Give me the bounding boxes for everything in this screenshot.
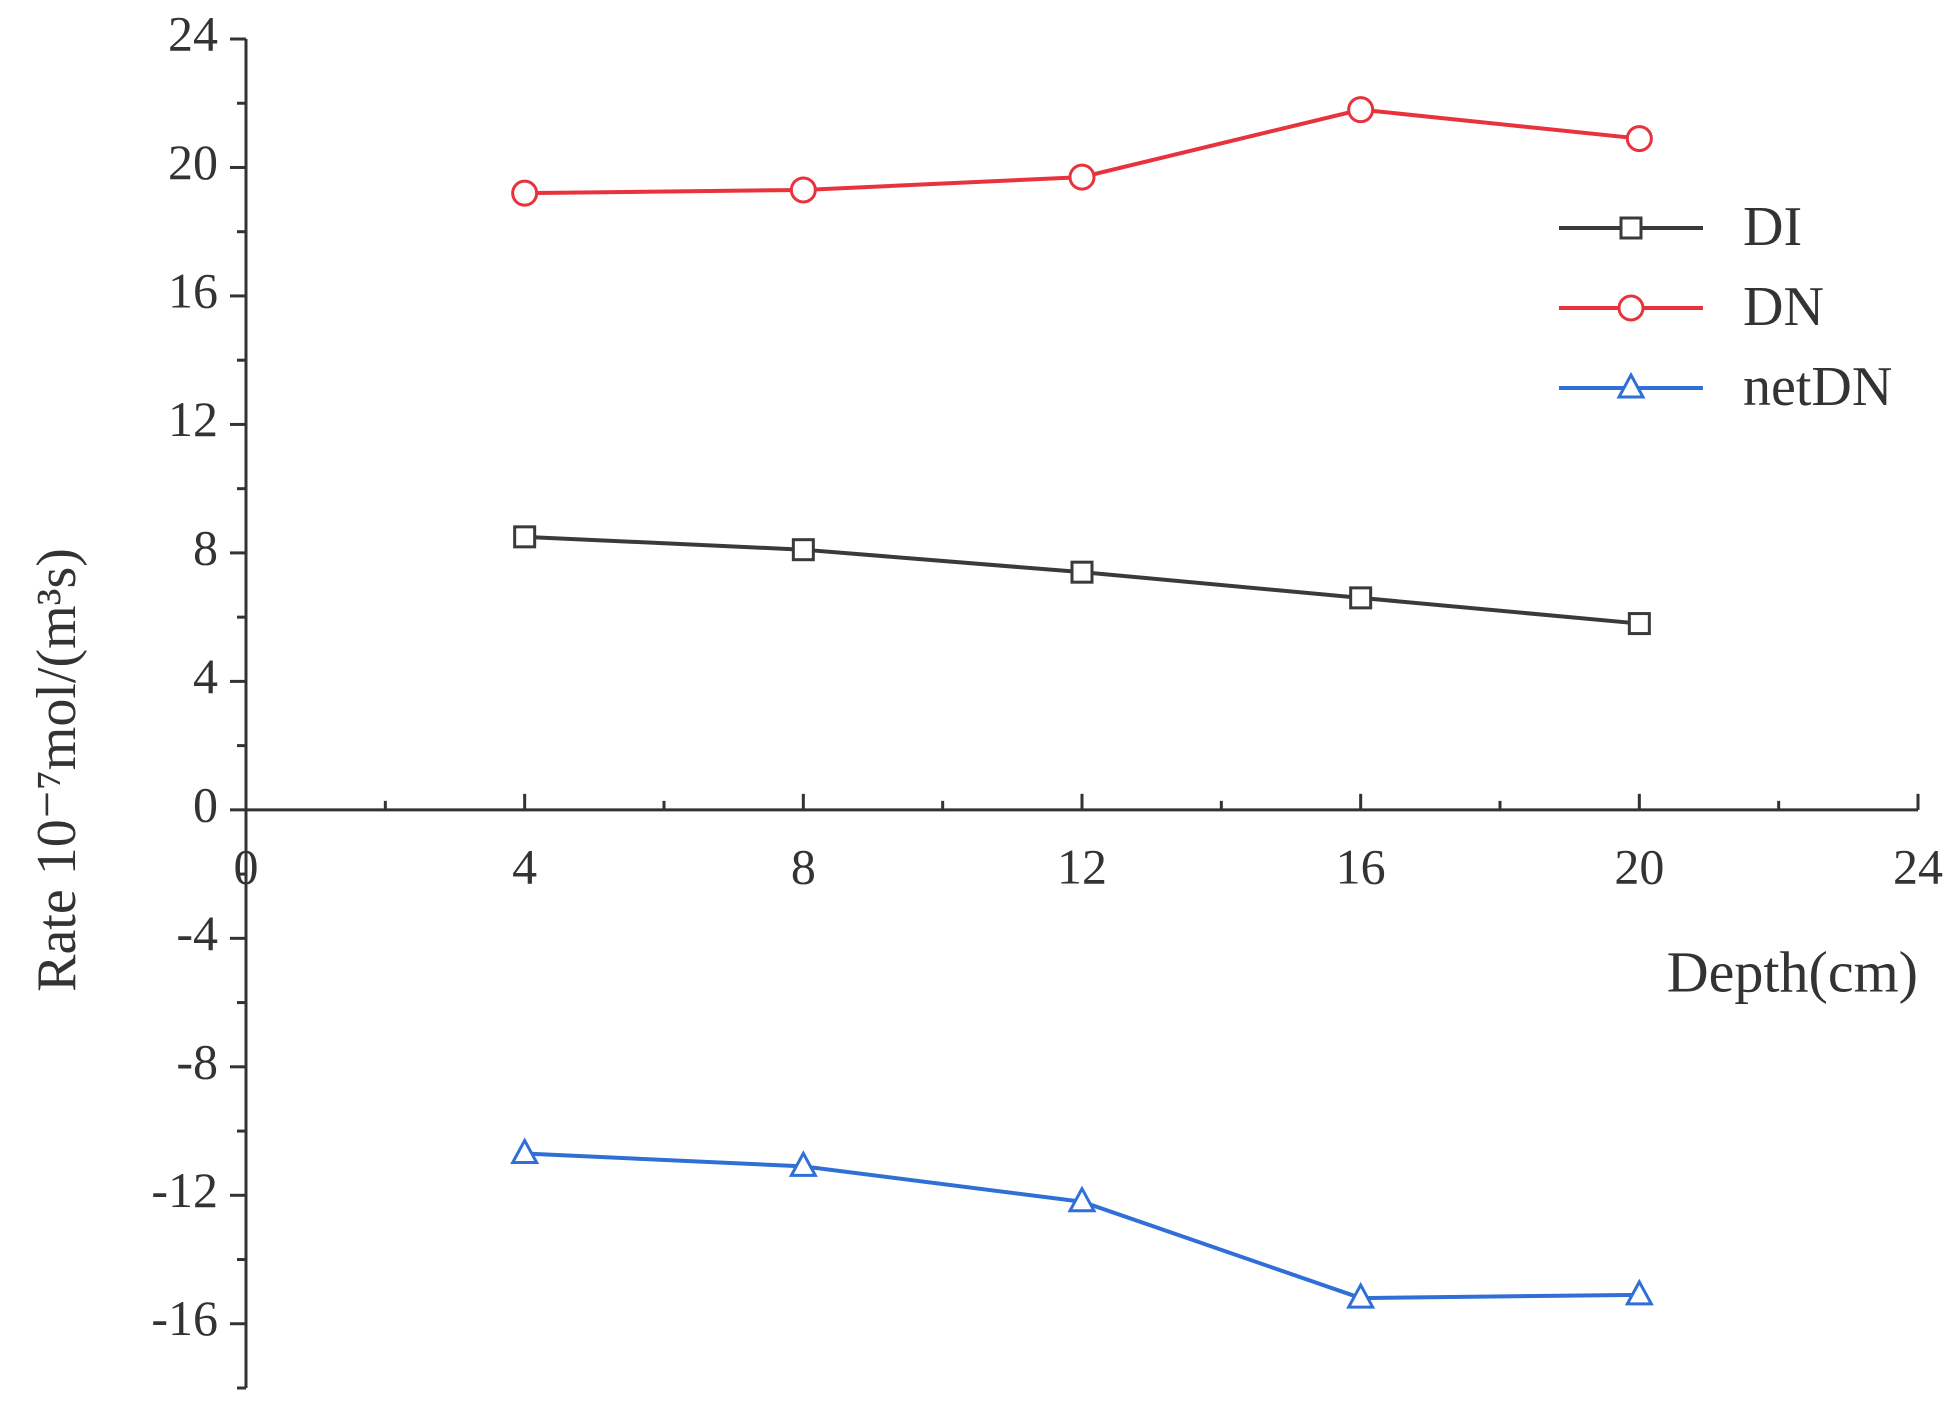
data-point — [1349, 586, 1373, 610]
y-tick-label: -8 — [176, 1033, 218, 1089]
y-axis-label: Rate 10⁻⁷mol/(m³s) — [26, 548, 88, 992]
y-tick-label: 12 — [168, 391, 218, 447]
data-point — [1347, 96, 1375, 124]
y-tick-label: -12 — [151, 1162, 218, 1218]
data-point — [791, 538, 815, 562]
legend-marker — [1619, 216, 1643, 240]
y-tick-label: 24 — [168, 5, 218, 61]
series-line — [524, 1151, 1640, 1301]
legend-marker — [1617, 294, 1645, 322]
y-tick-label: 16 — [168, 262, 218, 318]
y-tick-label: 4 — [193, 648, 218, 704]
data-point — [511, 179, 539, 207]
legend-marker — [1616, 371, 1646, 399]
x-tick-label: 0 — [234, 838, 259, 894]
y-tick-label: 8 — [193, 519, 218, 575]
y-tick-label: -16 — [151, 1290, 218, 1346]
x-tick-label: 12 — [1057, 838, 1107, 894]
x-axis-label: Depth(cm) — [1667, 939, 1918, 1004]
legend-label: netDN — [1743, 356, 1892, 418]
data-point — [1625, 125, 1653, 153]
data-point — [1067, 1185, 1097, 1213]
data-point — [1624, 1278, 1654, 1306]
data-point — [513, 525, 537, 549]
y-tick-label: 20 — [168, 134, 218, 190]
data-point — [1070, 560, 1094, 584]
x-tick-label: 8 — [791, 838, 816, 894]
x-tick-label: 4 — [512, 838, 537, 894]
data-point — [1068, 163, 1096, 191]
data-point — [788, 1150, 818, 1177]
data-point — [789, 176, 817, 204]
data-point — [1627, 612, 1651, 636]
x-tick-label: 20 — [1614, 838, 1664, 894]
legend-label: DI — [1743, 196, 1802, 258]
legend-label: DN — [1743, 276, 1824, 338]
data-point — [1346, 1281, 1376, 1309]
y-tick-label: -4 — [176, 905, 218, 961]
y-tick-label: 0 — [193, 776, 218, 832]
data-point — [510, 1137, 540, 1165]
x-tick-label: 24 — [1893, 838, 1943, 894]
x-tick-label: 16 — [1336, 838, 1386, 894]
